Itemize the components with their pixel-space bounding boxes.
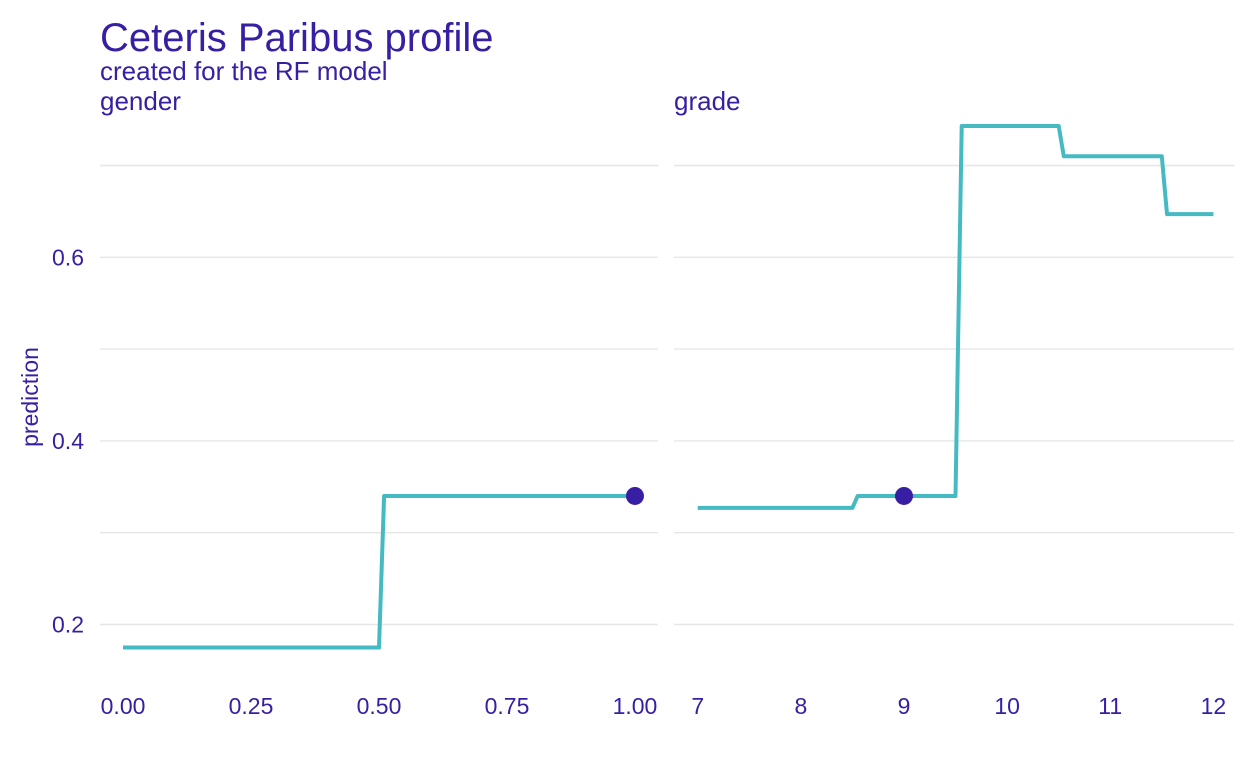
x-tick-label: 0.25 [229, 693, 274, 719]
x-tick-label: 7 [691, 693, 704, 719]
x-tick-label: 11 [1098, 693, 1122, 719]
x-tick-label: 0.00 [101, 693, 146, 719]
observation-point [894, 486, 913, 505]
x-tick-label: 12 [1201, 693, 1227, 719]
observation-point [625, 486, 644, 505]
y-tick-label: 0.4 [52, 428, 84, 454]
facet-panels: 0.2 0.4 0.6 gender 0.00 0.25 0.50 0.75 1.00 grade… [52, 86, 1234, 719]
x-tick-label: 1.00 [613, 693, 658, 719]
x-tick-label: 9 [898, 693, 911, 719]
panel-grade: grade 7 8 9 10 11 12 [674, 86, 1234, 719]
facet-strip-label: grade [674, 86, 741, 116]
chart-title: Ceteris Paribus profile [100, 16, 494, 60]
y-axis-label: prediction [17, 347, 43, 447]
panel-gender: gender 0.00 0.25 0.50 0.75 1.00 [100, 86, 658, 719]
y-tick-label: 0.2 [52, 612, 84, 638]
x-tick-label: 10 [994, 693, 1020, 719]
profile-line-gender [123, 494, 635, 650]
x-tick-label: 8 [794, 693, 807, 719]
x-tick-label: 0.75 [485, 693, 530, 719]
y-tick-label: 0.6 [52, 244, 84, 270]
chart-subtitle: created for the RF model [100, 56, 388, 86]
facet-strip-label: gender [100, 86, 181, 116]
profile-line-grade [697, 124, 1214, 510]
x-tick-label: 0.50 [357, 693, 402, 719]
